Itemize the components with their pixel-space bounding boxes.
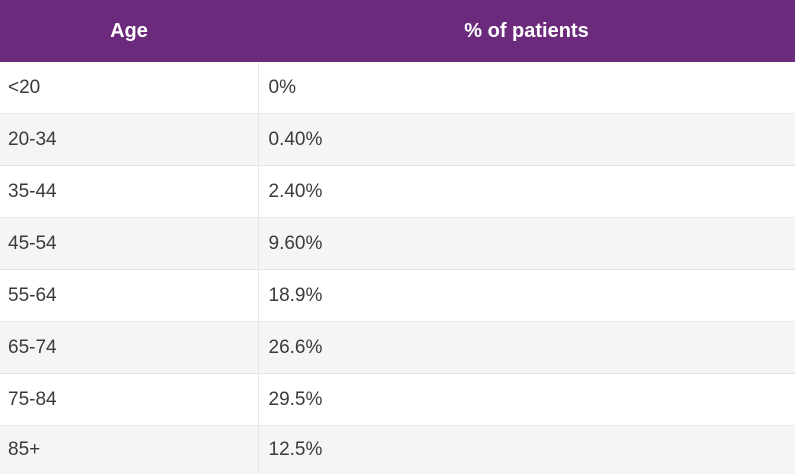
percent-patients-cell: 29.5% (257, 373, 795, 426)
table-row: 85+ 12.5% (0, 425, 795, 474)
table-row: 35-44 2.40% (0, 165, 795, 218)
age-group-cell: 55-64 (0, 269, 258, 322)
age-group-cell: 85+ (0, 425, 258, 474)
percent-patients-cell: 0% (257, 62, 795, 114)
percent-patients-cell: 0.40% (257, 113, 795, 166)
table-body: <20 0% 20-34 0.40% 35-44 2.40% 45-54 9.60% 55-64… (0, 62, 795, 474)
percent-patients-cell: 12.5% (257, 425, 795, 474)
table-row: 55-64 18.9% (0, 269, 795, 322)
age-group-cell: 20-34 (0, 113, 258, 166)
table-row: 75-84 29.5% (0, 373, 795, 426)
age-group-cell: 35-44 (0, 165, 258, 218)
percent-patients-cell: 2.40% (257, 165, 795, 218)
table-row: 45-54 9.60% (0, 217, 795, 270)
header-age: Age (0, 0, 258, 62)
age-group-cell: 45-54 (0, 217, 258, 270)
header-row: Age % of patients (0, 0, 795, 62)
table-header: Age % of patients (0, 0, 795, 62)
percent-patients-cell: 26.6% (257, 321, 795, 374)
percent-patients-cell: 9.60% (257, 217, 795, 270)
age-group-cell: <20 (0, 62, 258, 114)
header-percent-of-patients: % of patients (258, 0, 795, 62)
age-group-cell: 75-84 (0, 373, 258, 426)
age-group-cell: 65-74 (0, 321, 258, 374)
table-row: 20-34 0.40% (0, 113, 795, 166)
table-row: <20 0% (0, 62, 795, 114)
percent-patients-cell: 18.9% (257, 269, 795, 322)
table-row: 65-74 26.6% (0, 321, 795, 374)
